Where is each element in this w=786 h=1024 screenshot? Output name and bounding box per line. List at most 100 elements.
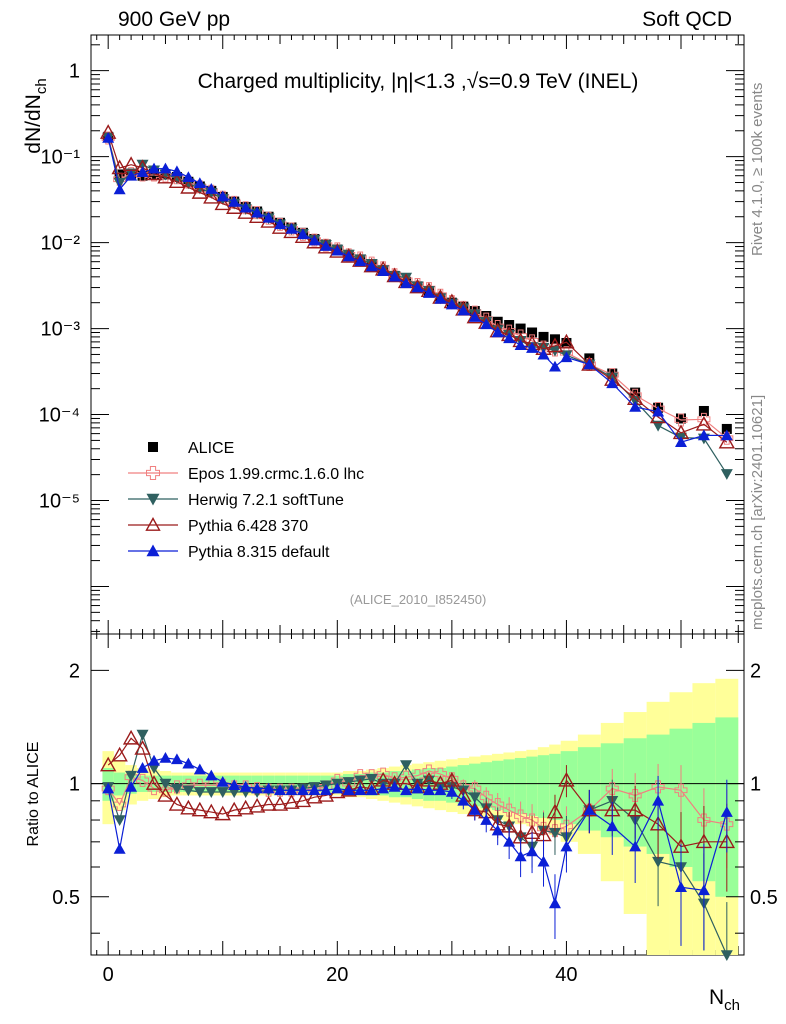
data-point	[214, 195, 231, 211]
data-point	[546, 337, 564, 353]
data-point	[111, 159, 128, 175]
data-point	[651, 780, 665, 794]
data-point	[457, 794, 470, 806]
data-point	[445, 785, 458, 797]
data-point	[205, 787, 218, 798]
data-point	[228, 195, 241, 207]
data-point	[674, 413, 688, 427]
data-point	[145, 775, 163, 790]
error-band-green	[526, 756, 538, 816]
y-tick-label: 10⁻⁴	[39, 405, 80, 427]
data-point	[113, 178, 126, 189]
legend: ALICE Epos 1.99.crmc.1.6.0 lhc Herwig 7.2.…	[128, 440, 364, 561]
data-point	[296, 228, 309, 240]
data-point	[342, 250, 355, 262]
data-point	[514, 850, 527, 862]
ratio-tick-label-right: 1	[750, 774, 761, 796]
data-point	[354, 784, 367, 796]
data-point	[491, 824, 504, 836]
data-point	[720, 950, 733, 961]
data-point	[330, 773, 344, 787]
data-point	[125, 780, 138, 792]
data-point	[674, 436, 687, 447]
x-axis-label: Nch	[709, 986, 740, 1014]
data-point	[193, 787, 206, 798]
data-point	[526, 845, 539, 857]
data-point	[283, 794, 300, 809]
data-point	[652, 856, 665, 868]
data-point	[319, 240, 332, 251]
data-point	[308, 784, 321, 796]
data-point	[434, 293, 447, 304]
ratio-tick-label: 1	[69, 774, 80, 796]
y-tick-label: 10⁻⁵	[39, 491, 80, 513]
data-point	[559, 819, 573, 833]
data-point	[205, 183, 218, 194]
data-point	[271, 796, 289, 811]
data-point	[159, 751, 172, 763]
data-point	[365, 260, 378, 272]
ratio-tick-label: 0.5	[52, 887, 80, 909]
chart-title: Charged multiplicity, |η|<1.3 ,√s=0.9 Te…	[198, 70, 639, 93]
data-point	[697, 813, 711, 827]
data-point	[365, 773, 378, 785]
data-point	[466, 308, 483, 324]
data-point	[400, 277, 413, 289]
data-point	[125, 770, 138, 782]
data-point	[388, 270, 401, 282]
analysis-tag: (ALICE_2010_I852450)	[350, 592, 487, 607]
data-point	[629, 840, 642, 852]
data-point	[548, 827, 561, 839]
data-point	[502, 803, 516, 817]
data-point	[248, 797, 266, 813]
data-point	[134, 740, 151, 755]
error-band-green	[514, 757, 527, 815]
ratio-tick-label: 2	[69, 660, 80, 682]
data-point	[113, 172, 127, 186]
data-point	[400, 784, 413, 796]
data-point	[113, 842, 126, 854]
data-point	[203, 188, 220, 204]
data-point	[411, 782, 424, 794]
data-point-alice	[721, 423, 732, 434]
data-point	[182, 757, 195, 769]
data-point	[191, 801, 209, 817]
data-point	[239, 201, 252, 213]
data-point	[491, 326, 504, 338]
data-point	[422, 784, 435, 796]
y-tick-label: 10⁻²	[41, 233, 81, 255]
data-point	[606, 377, 619, 389]
data-point	[308, 234, 321, 246]
data-point	[260, 796, 277, 811]
data-point	[546, 803, 564, 819]
data-point	[182, 785, 195, 797]
data-point	[214, 805, 231, 821]
data-point	[457, 304, 470, 316]
data-point	[560, 840, 573, 852]
data-point	[629, 400, 642, 412]
main-panel: 10⁻⁵ 10⁻⁴ 10⁻³ 10⁻² 10⁻¹ 1 Charged multiplici…	[39, 34, 745, 955]
data-point	[136, 729, 149, 741]
data-point	[170, 753, 183, 765]
y-tick-label: 10⁻¹	[41, 147, 81, 169]
data-point	[377, 782, 390, 794]
data-point	[226, 801, 243, 817]
data-point	[606, 820, 619, 832]
data-point	[158, 783, 172, 797]
legend-marker	[146, 493, 160, 506]
error-band-green	[491, 760, 504, 811]
error-band-green	[560, 751, 578, 825]
data-point	[331, 244, 344, 256]
data-point	[548, 897, 561, 909]
data-point	[102, 782, 115, 794]
data-point-alice	[698, 405, 709, 416]
data-point	[274, 784, 287, 796]
data-point	[434, 784, 447, 796]
data-point	[205, 769, 218, 781]
data-point	[468, 792, 481, 804]
data-point-alice	[675, 413, 686, 424]
x-tick-label: 0	[103, 964, 114, 986]
y-tick-label: 1	[69, 61, 80, 83]
legend-marker	[148, 442, 158, 452]
